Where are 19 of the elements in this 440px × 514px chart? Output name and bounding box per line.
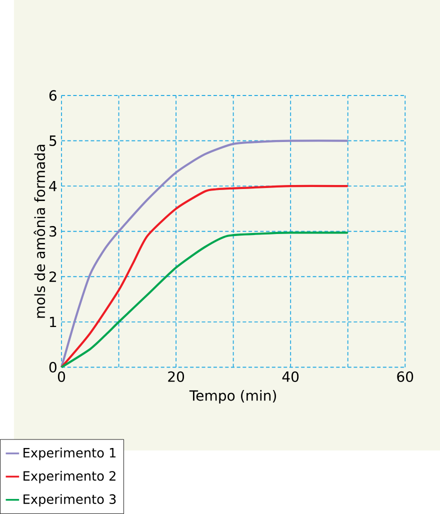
legend-label: Experimento 1 [24,448,116,460]
x-tick-label: 20 [168,371,184,382]
legend-label: Experimento 3 [24,494,116,507]
line-series [60,184,349,368]
y-tick-label: 2 [49,271,56,282]
x-tick-label: 40 [282,371,299,382]
x-tick-label: 60 [397,371,414,382]
line-series [60,232,349,368]
y-tick-label: 1 [50,316,56,328]
line-series [60,140,349,368]
y-tick-label: 6 [49,90,56,101]
y-tick-label: 3 [50,226,56,237]
x-axis-title: Tempo (min) [189,390,276,404]
y-axis-title: mols de amônia formada [34,144,46,318]
x-tick-label: 0 [58,371,66,382]
y-tick-label: 0 [49,362,56,373]
y-tick-label: 4 [49,180,57,192]
legend-label: Experimento 2 [24,470,116,484]
y-tick-label: 5 [50,136,56,146]
